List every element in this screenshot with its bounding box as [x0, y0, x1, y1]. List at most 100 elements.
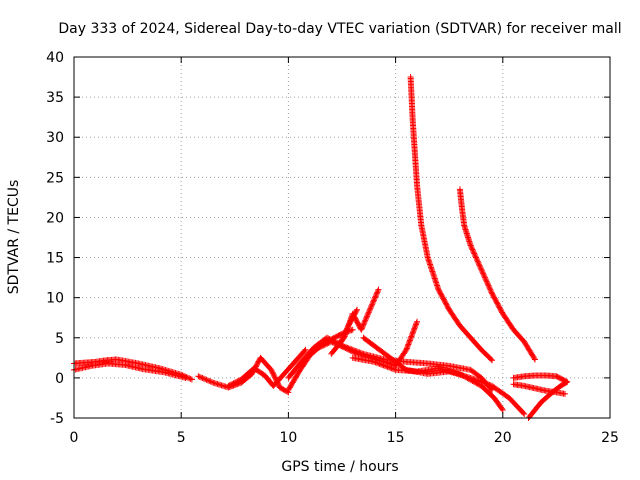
- data-point: [402, 365, 409, 372]
- data-point: [312, 346, 319, 353]
- data-point: [475, 259, 482, 266]
- data-point: [351, 347, 358, 354]
- data-point: [373, 359, 380, 366]
- data-point: [341, 343, 348, 350]
- data-point: [411, 324, 418, 331]
- data-point: [407, 334, 414, 341]
- data-point: [349, 346, 356, 353]
- data-point: [320, 342, 327, 349]
- data-point: [370, 297, 377, 304]
- data-point: [406, 337, 413, 344]
- data-point: [408, 332, 415, 339]
- data-point: [438, 291, 445, 298]
- data-point: [355, 348, 362, 355]
- data-point: [361, 320, 368, 327]
- data-point: [374, 289, 381, 296]
- data-point: [468, 245, 475, 252]
- data-point: [371, 358, 378, 365]
- data-point: [370, 298, 377, 305]
- data-point: [367, 305, 374, 312]
- data-point: [477, 265, 484, 272]
- data-point: [476, 262, 483, 269]
- data-point: [353, 348, 360, 355]
- data-point: [230, 380, 237, 387]
- data-point: [268, 368, 275, 375]
- data-point: [469, 246, 476, 253]
- data-point: [366, 306, 373, 313]
- data-point: [377, 361, 384, 368]
- data-point: [486, 285, 493, 292]
- series-s9: [339, 342, 496, 393]
- y-tick-label: 0: [55, 371, 64, 387]
- data-point: [328, 338, 335, 345]
- data-point: [391, 366, 398, 373]
- data-point: [345, 345, 352, 352]
- data-point: [405, 340, 412, 347]
- data-point: [380, 362, 387, 369]
- data-point: [229, 380, 236, 387]
- data-point: [311, 346, 318, 353]
- x-tick-label: 10: [279, 430, 297, 446]
- data-point: [404, 344, 411, 351]
- data-point: [206, 377, 213, 384]
- data-point: [333, 341, 340, 348]
- data-point: [233, 379, 240, 386]
- data-point: [375, 286, 382, 293]
- x-tick-label: 0: [70, 430, 79, 446]
- x-tick-label: 20: [494, 430, 512, 446]
- series-s12: [407, 74, 496, 364]
- data-point: [499, 406, 506, 413]
- data-point: [478, 266, 485, 273]
- data-point: [410, 328, 417, 335]
- data-point: [374, 287, 381, 294]
- data-point: [479, 269, 486, 276]
- data-point: [353, 307, 360, 314]
- data-point: [313, 345, 320, 352]
- data-point: [373, 290, 380, 297]
- data-point: [379, 361, 386, 368]
- data-point: [492, 296, 499, 303]
- data-point: [352, 347, 359, 354]
- x-axis-ticks: 0 5 10 15 20 25: [70, 57, 619, 446]
- data-point: [348, 327, 355, 334]
- data-point: [329, 339, 336, 346]
- data-point: [225, 382, 232, 389]
- data-point: [364, 313, 371, 320]
- x-tick-label: 25: [601, 430, 619, 446]
- data-point: [470, 375, 477, 382]
- data-point: [321, 341, 328, 348]
- data-point: [410, 326, 417, 333]
- x-tick-label: 5: [177, 430, 186, 446]
- data-point: [376, 360, 383, 367]
- data-point: [365, 310, 372, 317]
- data-point: [468, 243, 475, 250]
- data-point: [198, 374, 205, 381]
- data-point: [319, 343, 326, 350]
- data-point: [467, 242, 474, 249]
- y-tick-label: 35: [46, 90, 64, 106]
- data-point: [408, 333, 415, 340]
- gridlines: [74, 57, 610, 418]
- data-point: [227, 381, 234, 388]
- data-point: [404, 342, 411, 349]
- series-s13: [456, 186, 538, 363]
- data-point: [381, 362, 388, 369]
- data-point: [362, 317, 369, 324]
- data-point: [388, 365, 395, 372]
- data-point: [412, 322, 419, 329]
- data-point: [471, 250, 478, 257]
- data-point: [202, 376, 209, 383]
- data-point: [486, 381, 493, 388]
- data-point: [375, 360, 382, 367]
- data-point: [481, 379, 488, 386]
- data-point: [483, 277, 490, 284]
- data-point: [442, 299, 449, 306]
- data-point: [411, 325, 418, 332]
- data-point: [468, 375, 475, 382]
- data-point: [323, 334, 330, 341]
- data-point: [335, 342, 342, 349]
- data-point: [471, 376, 478, 383]
- data-point: [344, 344, 351, 351]
- data-point: [489, 291, 496, 298]
- chart-title: Day 333 of 2024, Sidereal Day-to-day VTE…: [58, 21, 621, 37]
